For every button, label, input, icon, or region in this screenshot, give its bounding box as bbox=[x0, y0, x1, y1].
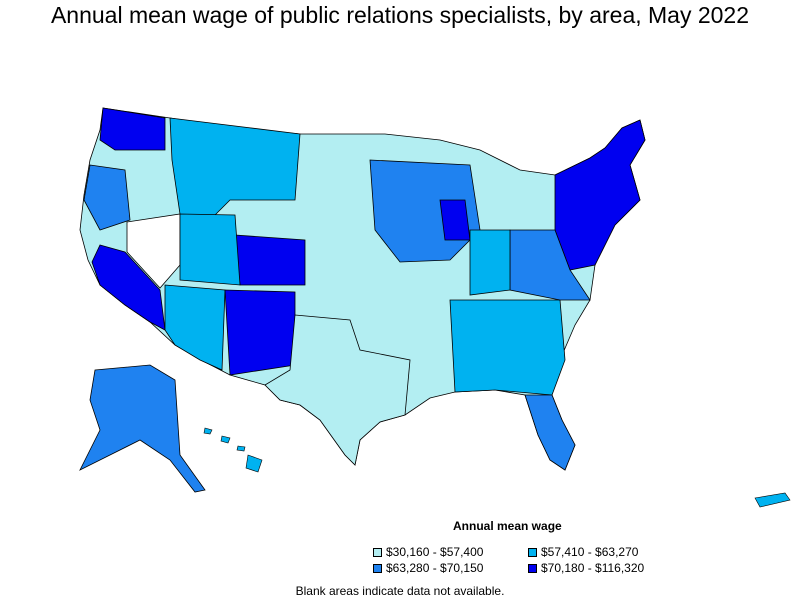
legend-swatch-mid-high bbox=[373, 563, 382, 573]
arizona-region bbox=[164, 284, 226, 371]
contiguous-us bbox=[79, 107, 646, 471]
legend-swatch-low bbox=[373, 547, 382, 557]
colorado-region bbox=[234, 234, 306, 286]
nevada-no-data bbox=[126, 213, 181, 289]
florida-region bbox=[524, 394, 576, 471]
legend-swatch-high bbox=[528, 563, 537, 573]
legend-item-high: $70,180 - $116,320 bbox=[528, 561, 644, 575]
hawaii bbox=[203, 427, 263, 473]
legend-label-low: $30,160 - $57,400 bbox=[386, 545, 484, 559]
legend-title: Annual mean wage bbox=[453, 519, 562, 533]
new-mexico-region bbox=[224, 289, 296, 376]
legend-label-high: $70,180 - $116,320 bbox=[541, 561, 645, 575]
northeast-region bbox=[554, 119, 646, 271]
legend-item-low: $30,160 - $57,400 bbox=[373, 545, 483, 559]
alaska bbox=[79, 364, 206, 493]
oregon-region bbox=[83, 164, 131, 231]
utah-region bbox=[179, 213, 241, 286]
puerto-rico bbox=[754, 492, 791, 508]
legend-item-mid-high: $63,280 - $70,150 bbox=[373, 561, 483, 575]
legend-item-mid-low: $57,410 - $63,270 bbox=[528, 545, 638, 559]
southeast-region bbox=[449, 299, 566, 396]
no-data-note: Blank areas indicate data not available. bbox=[295, 584, 505, 598]
ohio-valley-region bbox=[469, 229, 511, 296]
texas-region bbox=[264, 314, 411, 466]
legend-swatch-mid-low bbox=[528, 547, 537, 557]
map-title: Annual mean wage of public relations spe… bbox=[50, 2, 750, 28]
legend-label-mid-high: $63,280 - $70,150 bbox=[386, 561, 484, 575]
washington-region bbox=[99, 107, 166, 151]
california-region bbox=[91, 244, 166, 331]
legend-label-mid-low: $57,410 - $63,270 bbox=[541, 545, 639, 559]
chicago-region bbox=[439, 199, 471, 241]
